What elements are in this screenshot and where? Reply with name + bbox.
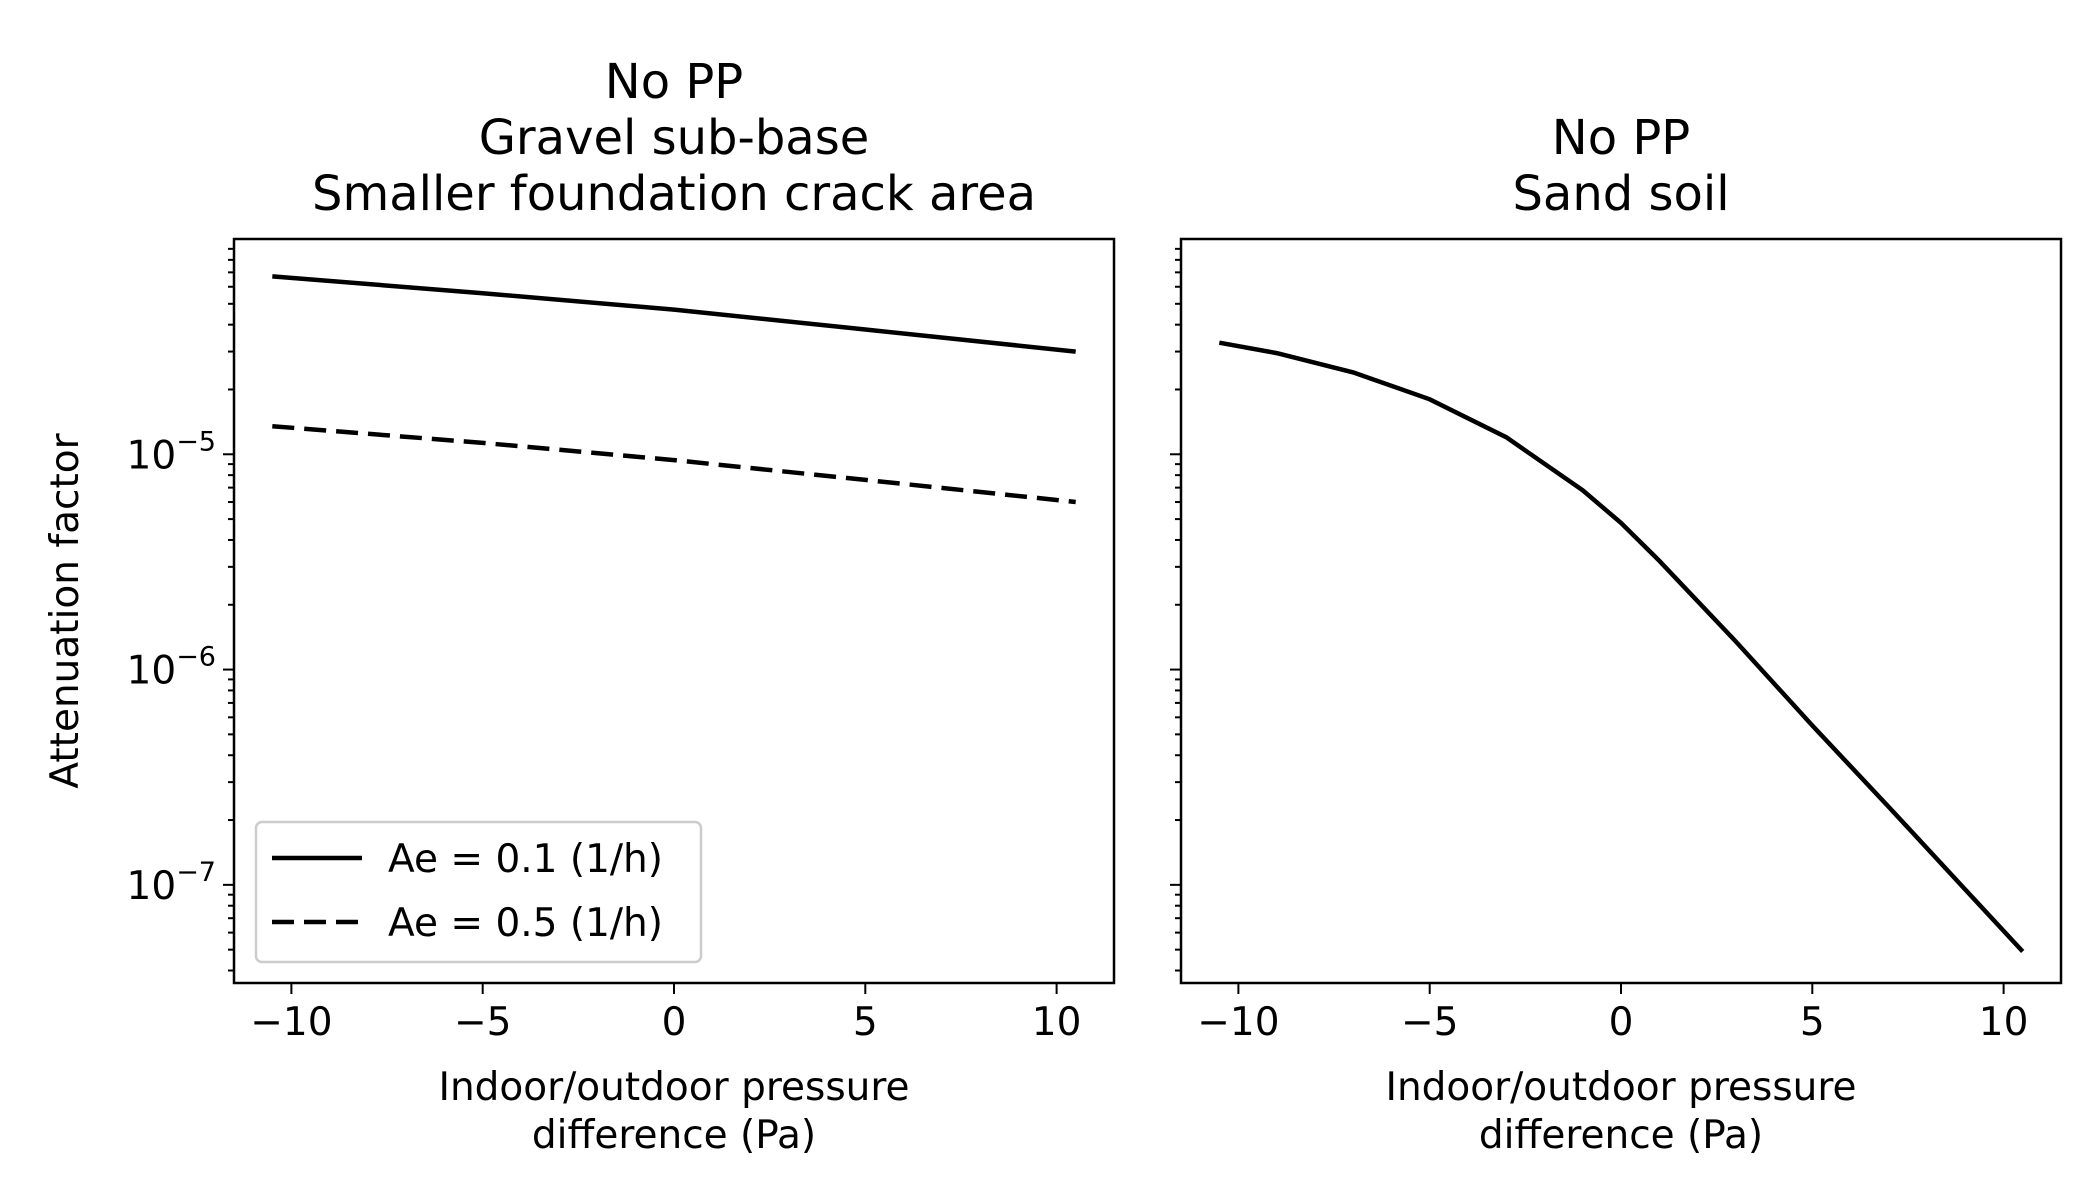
x-axis-label: difference (Pa): [1479, 1113, 1763, 1158]
chart-title-line: Sand soil: [1512, 166, 1729, 222]
chart-title-line: Gravel sub-base: [479, 110, 870, 166]
x-tick-label: 5: [853, 1000, 878, 1045]
x-axis-label: Indoor/outdoor pressure: [1385, 1065, 1856, 1110]
x-tick-label: −10: [250, 1000, 332, 1045]
x-tick-label: −10: [1197, 1000, 1279, 1045]
x-tick-label: −5: [454, 1000, 512, 1045]
y-axis-label: Attenuation factor: [43, 432, 88, 788]
chart-title-line: No PP: [1552, 110, 1690, 166]
chart-title-line: No PP: [605, 54, 743, 110]
x-tick-label: 0: [1609, 1000, 1634, 1045]
y-tick-label: 10−5: [127, 426, 216, 478]
x-tick-label: 10: [1032, 1000, 1082, 1045]
plot-frame: [1179, 237, 2063, 985]
x-tick-label: 0: [662, 1000, 687, 1045]
series-line-1: [1218, 340, 2025, 954]
x-axis-label: Indoor/outdoor pressure: [438, 1065, 909, 1110]
legend-entry-label: Ae = 0.5 (1/h): [388, 901, 663, 946]
legend-box: [254, 820, 703, 964]
x-tick-label: 5: [1800, 1000, 1825, 1045]
x-axis-label: difference (Pa): [532, 1113, 816, 1158]
y-tick-label: 10−7: [127, 857, 216, 909]
chart-title-line: Smaller foundation crack area: [312, 166, 1036, 222]
series-line-2: [272, 423, 1076, 505]
x-tick-label: 10: [1979, 1000, 2029, 1045]
x-tick-label: −5: [1401, 1000, 1459, 1045]
series-line-1: [272, 274, 1076, 354]
y-tick-label: 10−6: [127, 642, 216, 694]
legend-entry-label: Ae = 0.1 (1/h): [388, 837, 663, 882]
